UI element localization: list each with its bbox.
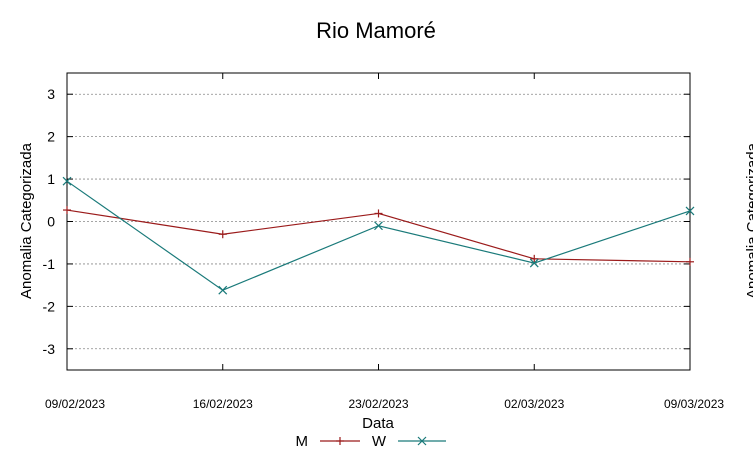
data-point-W-0: [62, 176, 72, 186]
y-tick-label-3: 0: [47, 214, 55, 230]
series-lines: [62, 176, 695, 295]
data-point-M-1: [218, 230, 227, 239]
x-axis-label: Data: [362, 415, 394, 432]
data-point-W-2: [374, 221, 383, 231]
legend-label-W: W: [372, 433, 387, 450]
data-point-W-4: [685, 206, 695, 216]
x-tick-label-3: 02/03/2023: [504, 397, 564, 411]
data-point-M-3: [530, 254, 539, 263]
data-point-M-0: [63, 206, 71, 215]
y-tick-label-5: -2: [43, 298, 56, 314]
x-tick-label-1: 16/02/2023: [193, 397, 253, 411]
secondary-y-axis-label: Anomalia Categorizada: [744, 142, 753, 299]
y-ticks: 3 2 1 0 -1 -2 -3: [43, 86, 690, 357]
y-tick-label-0: 3: [47, 86, 55, 102]
y-tick-label-4: -1: [43, 256, 56, 272]
data-point-W-3: [529, 258, 539, 268]
y-axis-label: Anomalia Categorizada: [18, 142, 35, 299]
series-line-W: [66, 180, 691, 291]
x-tick-label-4: 09/03/2023: [664, 397, 724, 411]
gridlines: [67, 93, 690, 350]
legend-marker-W: [417, 436, 427, 446]
series-line-M: [66, 209, 691, 263]
data-point-M-2: [374, 209, 383, 218]
chart-title: Rio Mamoré: [316, 18, 436, 43]
data-point-W-1: [218, 285, 228, 295]
y-tick-label-6: -3: [43, 341, 56, 357]
x-ticks: 09/02/2023 16/02/2023 23/02/2023 02/03/2023…: [45, 73, 724, 411]
x-tick-label-2: 23/02/2023: [348, 397, 408, 411]
y-tick-label-2: 1: [47, 171, 55, 187]
legend-label-M: M: [296, 433, 309, 450]
y-tick-label-1: 2: [47, 129, 55, 145]
data-point-M-4: [686, 257, 694, 266]
x-tick-label-0: 09/02/2023: [45, 397, 105, 411]
legend-marker-M: [336, 437, 344, 445]
